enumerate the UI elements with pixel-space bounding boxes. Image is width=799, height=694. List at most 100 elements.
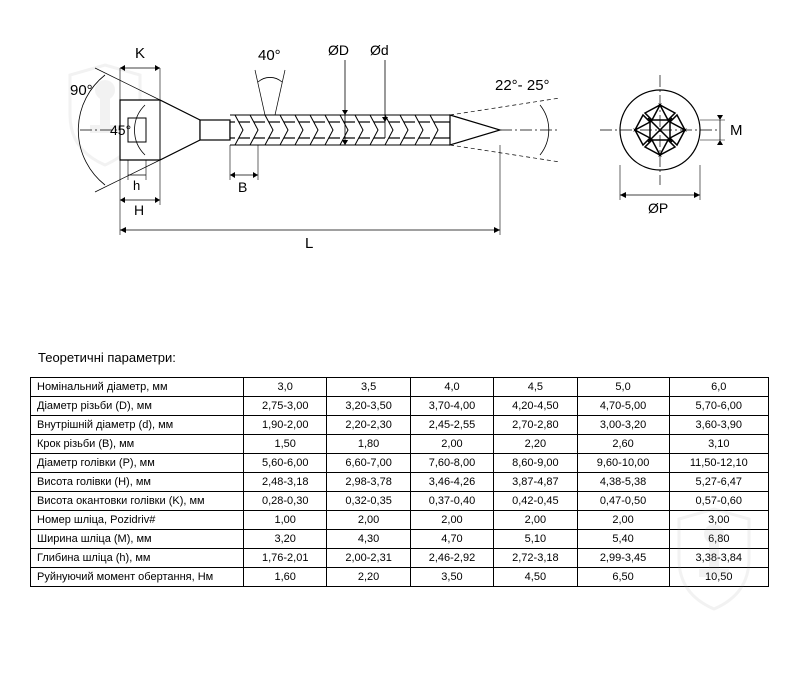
- cell-value: 5,0: [577, 378, 669, 397]
- row-label: Висота окантовки голівки (K), мм: [31, 492, 244, 511]
- cell-value: 5,70-6,00: [669, 397, 768, 416]
- row-label: Глибина шліца (h), мм: [31, 549, 244, 568]
- cell-value: 11,50-12,10: [669, 454, 768, 473]
- cell-value: 2,00: [327, 511, 410, 530]
- cell-value: 8,60-9,00: [494, 454, 577, 473]
- row-label: Номер шліца, Pozidriv#: [31, 511, 244, 530]
- label-90deg: 90°: [70, 82, 93, 99]
- cell-value: 2,00: [410, 435, 493, 454]
- cell-value: 4,70-5,00: [577, 397, 669, 416]
- label-OD: ØD: [328, 42, 349, 58]
- cell-value: 3,87-4,87: [494, 473, 577, 492]
- label-45deg: 45°: [110, 122, 131, 138]
- cell-value: 3,00-3,20: [577, 416, 669, 435]
- cell-value: 0,32-0,35: [327, 492, 410, 511]
- table-row: Номінальний діаметр, мм3,03,54,04,55,06,…: [31, 378, 769, 397]
- row-label: Внутрішній діаметр (d), мм: [31, 416, 244, 435]
- cell-value: 3,20-3,50: [327, 397, 410, 416]
- row-label: Руйнуючий момент обертання, Нм: [31, 568, 244, 587]
- cell-value: 2,70-2,80: [494, 416, 577, 435]
- parameters-table: Номінальний діаметр, мм3,03,54,04,55,06,…: [30, 377, 769, 587]
- cell-value: 2,99-3,45: [577, 549, 669, 568]
- cell-value: 1,76-2,01: [244, 549, 327, 568]
- cell-value: 4,30: [327, 530, 410, 549]
- cell-value: 3,10: [669, 435, 768, 454]
- label-M: M: [730, 122, 743, 139]
- cell-value: 1,90-2,00: [244, 416, 327, 435]
- cell-value: 2,20-2,30: [327, 416, 410, 435]
- table-row: Номер шліца, Pozidriv#1,002,002,002,002,…: [31, 511, 769, 530]
- table-row: Глибина шліца (h), мм1,76-2,012,00-2,312…: [31, 549, 769, 568]
- row-label: Крок різьби (B), мм: [31, 435, 244, 454]
- label-L: L: [305, 235, 313, 252]
- table-row: Діаметр голівки (P), мм5,60-6,006,60-7,0…: [31, 454, 769, 473]
- row-label: Ширина шліца (M), мм: [31, 530, 244, 549]
- label-od: Ød: [370, 42, 389, 58]
- row-label: Діаметр голівки (P), мм: [31, 454, 244, 473]
- label-H: H: [134, 202, 144, 218]
- cell-value: 2,45-2,55: [410, 416, 493, 435]
- label-OP: ØP: [648, 200, 668, 216]
- cell-value: 3,46-4,26: [410, 473, 493, 492]
- cell-value: 2,20: [494, 435, 577, 454]
- cell-value: 4,38-5,38: [577, 473, 669, 492]
- table-row: Крок різьби (B), мм1,501,802,002,202,603…: [31, 435, 769, 454]
- cell-value: 3,20: [244, 530, 327, 549]
- label-h: h: [133, 178, 140, 193]
- cell-value: 0,37-0,40: [410, 492, 493, 511]
- cell-value: 3,5: [327, 378, 410, 397]
- label-tip-angle: 22°- 25°: [495, 77, 550, 94]
- cell-value: 2,98-3,78: [327, 473, 410, 492]
- cell-value: 5,10: [494, 530, 577, 549]
- cell-value: 3,0: [244, 378, 327, 397]
- table-row: Висота окантовки голівки (K), мм0,28-0,3…: [31, 492, 769, 511]
- cell-value: 0,47-0,50: [577, 492, 669, 511]
- row-label: Діаметр різьби (D), мм: [31, 397, 244, 416]
- cell-value: 2,00: [410, 511, 493, 530]
- cell-value: 4,5: [494, 378, 577, 397]
- label-40deg: 40°: [258, 47, 281, 64]
- cell-value: 6,0: [669, 378, 768, 397]
- cell-value: 4,20-4,50: [494, 397, 577, 416]
- row-label: Висота голівки (H), мм: [31, 473, 244, 492]
- cell-value: 3,38-3,84: [669, 549, 768, 568]
- cell-value: 2,00: [577, 511, 669, 530]
- cell-value: 3,60-3,90: [669, 416, 768, 435]
- cell-value: 2,75-3,00: [244, 397, 327, 416]
- cell-value: 2,20: [327, 568, 410, 587]
- cell-value: 1,50: [244, 435, 327, 454]
- table-row: Діаметр різьби (D), мм2,75-3,003,20-3,50…: [31, 397, 769, 416]
- cell-value: 2,00-2,31: [327, 549, 410, 568]
- cell-value: 4,70: [410, 530, 493, 549]
- cell-value: 2,60: [577, 435, 669, 454]
- table-row: Внутрішній діаметр (d), мм1,90-2,002,20-…: [31, 416, 769, 435]
- label-K: K: [135, 45, 145, 62]
- table-title: Теоретичні параметри:: [30, 350, 769, 365]
- cell-value: 3,70-4,00: [410, 397, 493, 416]
- cell-value: 6,50: [577, 568, 669, 587]
- cell-value: 2,48-3,18: [244, 473, 327, 492]
- cell-value: 6,60-7,00: [327, 454, 410, 473]
- cell-value: 10,50: [669, 568, 768, 587]
- table-row: Висота голівки (H), мм2,48-3,182,98-3,78…: [31, 473, 769, 492]
- cell-value: 6,80: [669, 530, 768, 549]
- cell-value: 0,28-0,30: [244, 492, 327, 511]
- cell-value: 7,60-8,00: [410, 454, 493, 473]
- cell-value: 9,60-10,00: [577, 454, 669, 473]
- cell-value: 2,00: [494, 511, 577, 530]
- cell-value: 0,57-0,60: [669, 492, 768, 511]
- parameters-section: Теоретичні параметри: Номінальний діамет…: [0, 350, 799, 587]
- cell-value: 2,72-3,18: [494, 549, 577, 568]
- row-label: Номінальний діаметр, мм: [31, 378, 244, 397]
- cell-value: 4,0: [410, 378, 493, 397]
- cell-value: 4,50: [494, 568, 577, 587]
- cell-value: 0,42-0,45: [494, 492, 577, 511]
- screw-diagram: 90° 45° K 40° ØD Ød 22°- 25° h H B L M Ø…: [0, 0, 799, 260]
- cell-value: 2,46-2,92: [410, 549, 493, 568]
- cell-value: 5,60-6,00: [244, 454, 327, 473]
- cell-value: 3,00: [669, 511, 768, 530]
- cell-value: 1,00: [244, 511, 327, 530]
- table-row: Руйнуючий момент обертання, Нм1,602,203,…: [31, 568, 769, 587]
- cell-value: 5,40: [577, 530, 669, 549]
- table-row: Ширина шліца (M), мм3,204,304,705,105,40…: [31, 530, 769, 549]
